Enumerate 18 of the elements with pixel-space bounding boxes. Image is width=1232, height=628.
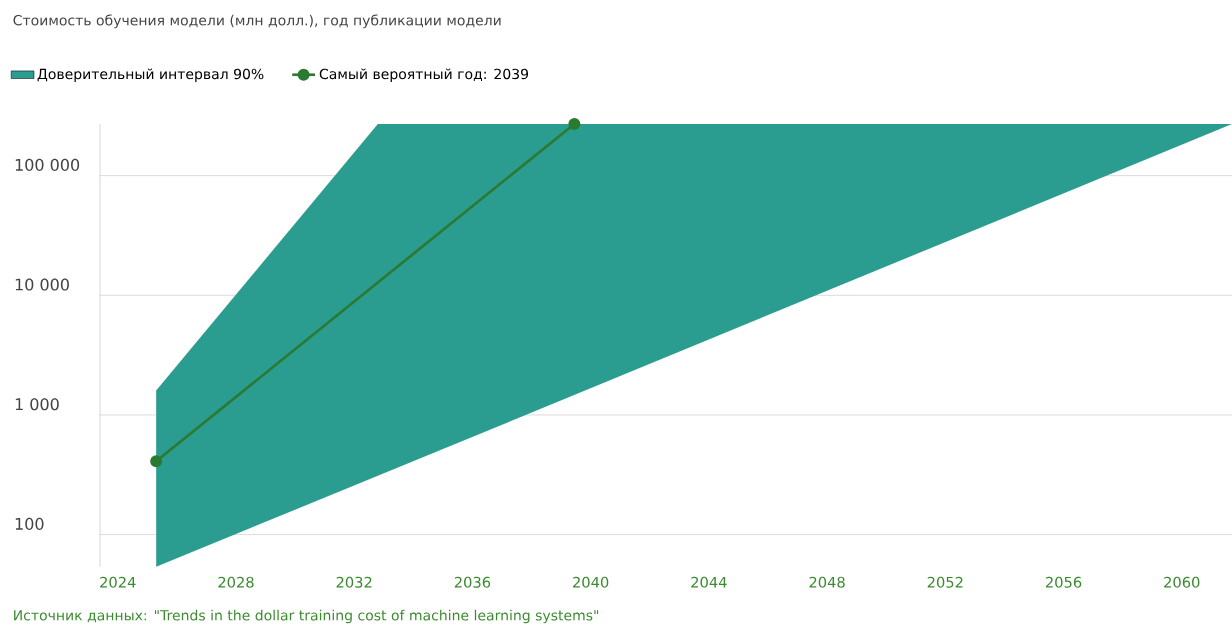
x-tick-label: 2044 — [691, 576, 727, 588]
x-tick-label: 2036 — [454, 576, 491, 588]
legend-label: Самый вероятный год: 2039 — [319, 68, 529, 82]
y-tick-label: 10 000 — [15, 278, 69, 291]
x-tick-label: 2056 — [1045, 576, 1082, 588]
text: Источник данных: "Trends in the dollar training cost of machine learning systems" — [14, 609, 599, 624]
x-tick-label: 2028 — [218, 576, 254, 588]
x-tick-label: 2032 — [336, 576, 372, 588]
x-tick-label: 2024 — [100, 576, 136, 588]
x-tick-label: 2040 — [573, 576, 609, 588]
y-tick-label: 1 000 — [15, 398, 59, 411]
y-tick-label: 100 000 — [15, 158, 80, 171]
x-tick-label: 2060 — [1164, 576, 1200, 588]
chart-title: Стоимость обучения модели (млн долл.), год публикации модели — [13, 14, 501, 29]
x-tick-label: 2048 — [809, 576, 845, 588]
x-tick-label: 2052 — [927, 576, 963, 588]
legend-label: Доверительный интервал 90% — [37, 68, 264, 82]
y-tick-label: 100 — [15, 517, 44, 530]
